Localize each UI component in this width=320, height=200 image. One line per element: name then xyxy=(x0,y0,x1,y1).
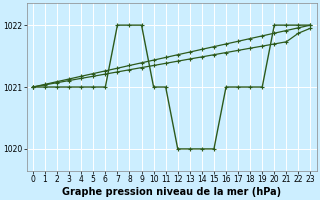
X-axis label: Graphe pression niveau de la mer (hPa): Graphe pression niveau de la mer (hPa) xyxy=(62,187,281,197)
